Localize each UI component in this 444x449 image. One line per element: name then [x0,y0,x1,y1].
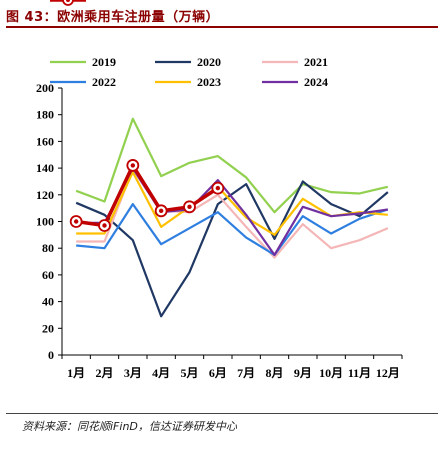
y-tick-label: 60 [42,268,54,282]
title-divider [6,26,438,28]
y-tick-label: 20 [42,321,54,335]
y-tick-label: 180 [36,108,54,122]
legend-marker-center [66,0,70,2]
x-tick-label: 4月 [152,366,170,380]
y-tick-label: 140 [36,161,54,175]
y-tick-label: 40 [42,295,54,309]
y-tick-label: 0 [48,348,54,362]
x-tick-label: 11月 [348,366,371,380]
legend-item-2024: 2024 [262,75,328,89]
y-axis: 0 20 40 60 80 100 120 140 160 180 200 [36,81,63,362]
x-axis: 1月 2月 3月 4月 5月 6月 7月 8月 9月 10月 11月 12月 [61,354,403,380]
legend-label: 2021 [304,55,328,69]
data-point-center-2025 [73,219,79,224]
y-tick-label: 160 [36,134,54,148]
y-tick-label: 200 [36,81,54,95]
y-tick-label: 80 [42,241,54,255]
chart-title: 图 43：欧洲乘用车注册量（万辆） [6,10,220,25]
series-line-2019 [75,117,389,214]
data-point-center-2025 [187,204,192,210]
data-point-center-2025 [158,208,164,214]
data-point-center-2025 [215,185,221,191]
series-line-2025 [75,163,219,228]
x-tick-label: 3月 [124,366,142,380]
legend-item-2021: 2021 [262,55,328,69]
data-point-center-2025 [102,223,107,228]
x-tick-label: 1月 [67,366,85,380]
legend: 2019 2020 2021 2022 2023 2024 2025 [50,0,328,89]
x-tick-label: 2月 [95,366,113,380]
data-point-center-2025 [130,163,136,168]
y-tick-label: 100 [36,215,54,229]
legend-item-2023: 2023 [155,75,221,89]
source-divider [6,413,438,414]
legend-item-2019: 2019 [50,55,116,69]
source-note: 资料来源：同花顺iFinD，信达证券研发中心 [22,420,237,433]
legend-label: 2019 [92,55,116,69]
legend-label: 2020 [197,55,221,69]
x-tick-label: 8月 [265,366,283,380]
x-tick-label: 5月 [180,366,198,380]
x-tick-label: 7月 [237,366,255,380]
line-chart: 2019 2020 2021 2022 2023 2024 2025 0 20 40 60 80 10… [36,0,403,380]
y-tick-label: 120 [36,188,54,202]
legend-item-2020: 2020 [155,55,221,69]
legend-marker [62,0,74,6]
x-tick-label: 12月 [376,366,400,380]
legend-label: 2025 [92,0,116,3]
legend-label: 2024 [304,75,328,89]
x-tick-label: 6月 [209,366,227,380]
x-tick-label: 9月 [294,366,312,380]
legend-label: 2023 [197,75,221,89]
legend-label: 2022 [92,75,116,89]
legend-item-2022: 2022 [50,75,116,89]
series-line-2020 [75,180,389,318]
x-tick-label: 10月 [319,366,343,380]
legend-item-2025: 2025 [50,0,116,6]
series-group [69,117,389,318]
series-line-2022 [76,203,389,256]
